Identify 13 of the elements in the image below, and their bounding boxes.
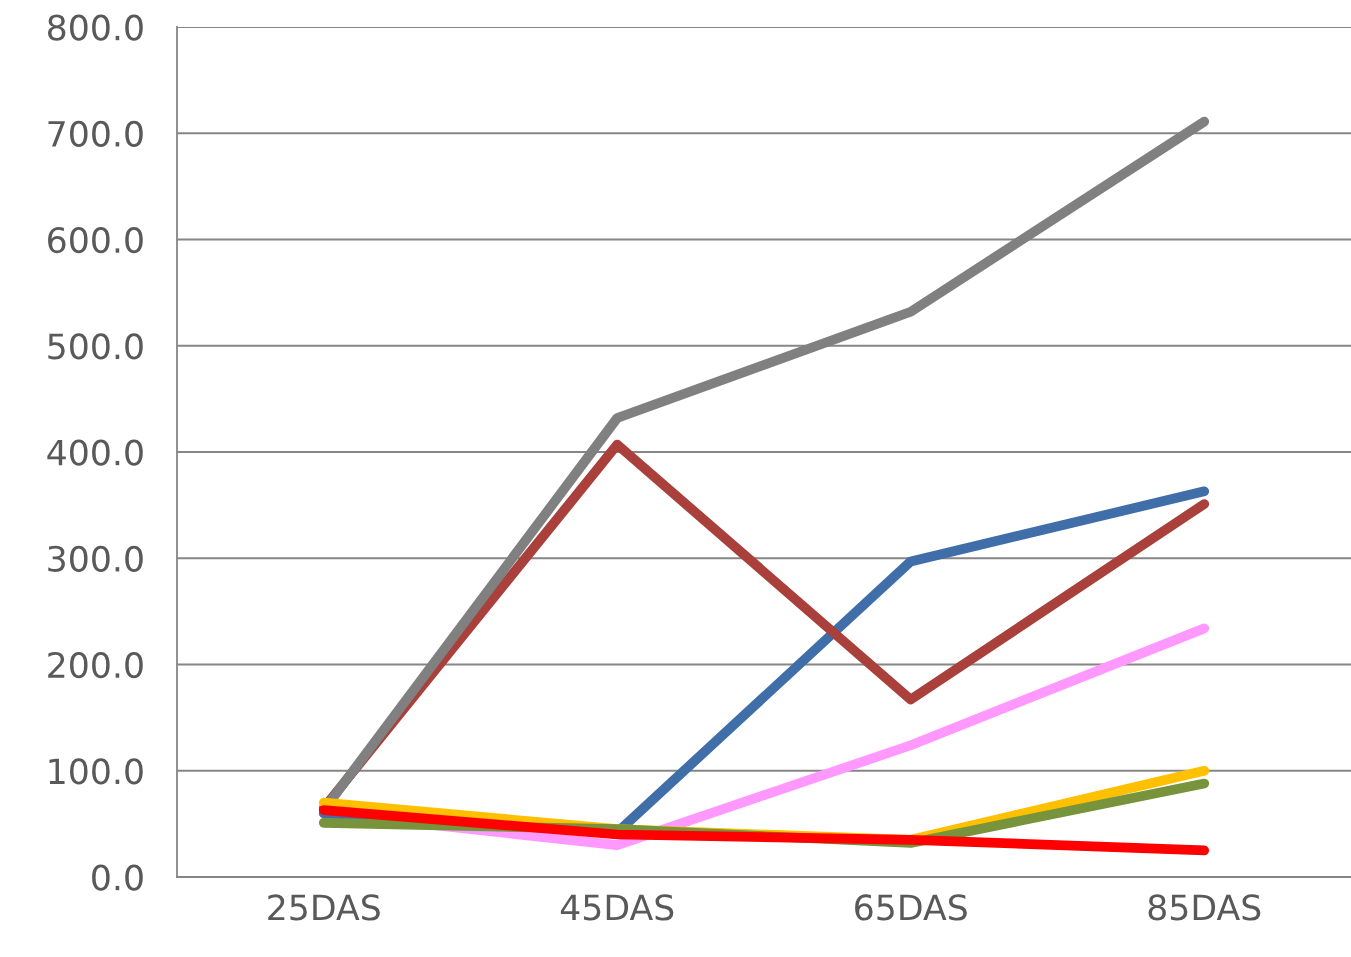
- x-tick-label: 85DAS: [1148, 894, 1261, 921]
- y-tick-label: 400.0: [47, 439, 143, 466]
- y-tick-label: 500.0: [48, 333, 143, 360]
- y-tick-label: 600.0: [48, 226, 143, 254]
- x-tick-label: 45DAS: [560, 894, 674, 921]
- y-tick-label: 800.0: [48, 14, 143, 41]
- x-tick-label: 65DAS: [855, 894, 967, 921]
- y-tick-label: 200.0: [48, 651, 143, 679]
- y-tick-label: 0.0: [92, 864, 143, 891]
- y-tick-label: 300.0: [48, 545, 143, 572]
- y-tick-label: 700.0: [48, 120, 143, 147]
- y-tick-label: 100.0: [49, 758, 143, 785]
- x-tick-label: 25DAS: [268, 894, 380, 921]
